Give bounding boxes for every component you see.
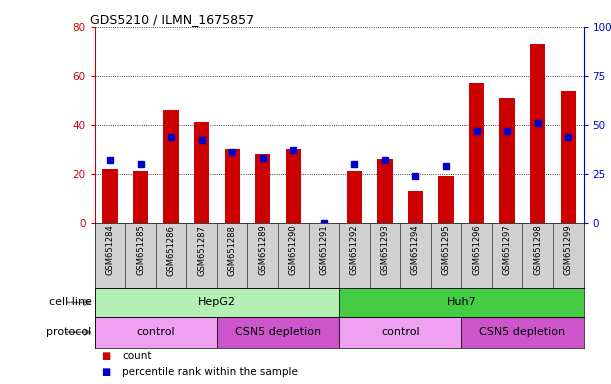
Text: GSM651298: GSM651298 xyxy=(533,225,542,275)
Text: GSM651287: GSM651287 xyxy=(197,225,206,276)
Text: GSM651286: GSM651286 xyxy=(167,225,175,276)
Bar xyxy=(103,169,118,223)
Text: GSM651285: GSM651285 xyxy=(136,225,145,275)
Bar xyxy=(217,317,339,348)
Bar xyxy=(347,171,362,223)
Bar xyxy=(255,154,270,223)
Text: GSM651296: GSM651296 xyxy=(472,225,481,275)
Text: CSN5 depletion: CSN5 depletion xyxy=(235,327,321,337)
Text: percentile rank within the sample: percentile rank within the sample xyxy=(122,367,298,377)
Bar xyxy=(285,149,301,223)
Text: protocol: protocol xyxy=(46,327,92,337)
Text: GSM651290: GSM651290 xyxy=(289,225,298,275)
Text: Huh7: Huh7 xyxy=(447,297,476,308)
Text: control: control xyxy=(381,327,420,337)
Bar xyxy=(530,44,546,223)
Text: count: count xyxy=(122,351,152,361)
Text: CSN5 depletion: CSN5 depletion xyxy=(480,327,565,337)
Text: GSM651289: GSM651289 xyxy=(258,225,267,275)
Text: GDS5210 / ILMN_1675857: GDS5210 / ILMN_1675857 xyxy=(90,13,254,26)
Text: control: control xyxy=(136,327,175,337)
Text: ■: ■ xyxy=(101,367,110,377)
Text: GSM651297: GSM651297 xyxy=(503,225,511,275)
Text: GSM651293: GSM651293 xyxy=(381,225,389,275)
Text: ■: ■ xyxy=(101,351,110,361)
Bar xyxy=(439,176,453,223)
Bar xyxy=(194,122,209,223)
Text: GSM651294: GSM651294 xyxy=(411,225,420,275)
Text: GSM651295: GSM651295 xyxy=(442,225,450,275)
Text: GSM651299: GSM651299 xyxy=(564,225,573,275)
Bar xyxy=(500,98,515,223)
Bar xyxy=(95,288,339,317)
Bar xyxy=(461,317,584,348)
Bar xyxy=(408,191,423,223)
Bar xyxy=(378,159,393,223)
Bar xyxy=(225,149,240,223)
Text: GSM651291: GSM651291 xyxy=(320,225,328,275)
Text: HepG2: HepG2 xyxy=(198,297,236,308)
Bar xyxy=(339,288,584,317)
Text: GSM651292: GSM651292 xyxy=(350,225,359,275)
Bar xyxy=(339,317,461,348)
Text: cell line: cell line xyxy=(49,297,92,308)
Bar xyxy=(561,91,576,223)
Text: GSM651284: GSM651284 xyxy=(106,225,114,275)
Bar xyxy=(95,317,217,348)
Bar xyxy=(164,110,179,223)
Bar xyxy=(469,83,485,223)
Bar xyxy=(133,171,148,223)
Text: GSM651288: GSM651288 xyxy=(228,225,236,276)
